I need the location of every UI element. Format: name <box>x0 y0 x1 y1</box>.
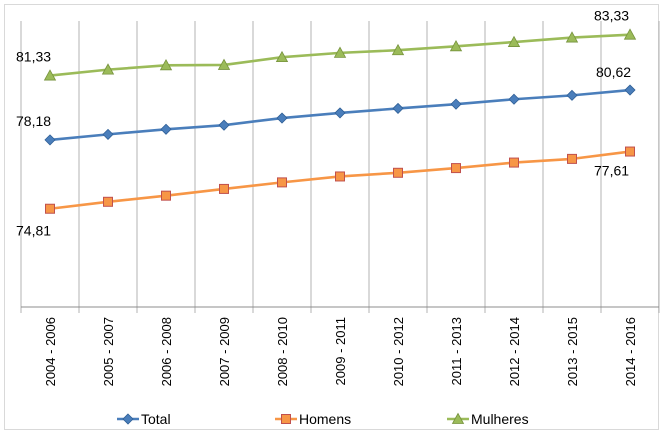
data-point-total <box>276 112 288 124</box>
x-tick-label: 2005 - 2007 <box>101 317 116 386</box>
data-point-homens <box>393 167 403 178</box>
x-tick-label: 2013 - 2015 <box>565 317 580 386</box>
data-label-mulheres: 81,33 <box>16 49 51 65</box>
series-layer <box>43 28 637 214</box>
data-point-homens <box>451 163 461 174</box>
axis-layer: 2004 - 2006 2005 - 2007 2006 - 2008 2007 - … <box>21 306 659 386</box>
data-point-homens <box>625 146 635 157</box>
legend-label: Homens <box>299 411 351 427</box>
x-tick-label: 2009 - 2011 <box>333 317 348 385</box>
data-point-mulheres <box>101 63 115 75</box>
data-point-mulheres <box>623 28 637 40</box>
data-point-homens <box>103 196 113 207</box>
x-tick-label: 2014 - 2016 <box>623 317 638 386</box>
data-point-total <box>218 119 230 131</box>
data-point-homens <box>161 190 171 201</box>
legend-item-mulheres: Mulheres <box>447 411 529 427</box>
data-point-mulheres <box>43 69 57 81</box>
legend-marker-mulheres <box>451 412 465 424</box>
data-point-mulheres <box>507 35 521 47</box>
legend-label: Mulheres <box>471 411 529 427</box>
data-label-homens: 74,81 <box>16 223 51 239</box>
data-point-mulheres <box>159 58 173 71</box>
data-point-total <box>624 84 636 96</box>
data-point-total <box>450 98 462 110</box>
data-point-mulheres <box>565 31 579 43</box>
x-tick-label: 2011 - 2013 <box>449 317 464 385</box>
chart-frame: 2004 - 2006 2005 - 2007 2006 - 2008 2007 - … <box>4 4 660 430</box>
x-tick-label: 2010 - 2012 <box>391 317 406 386</box>
data-point-total <box>44 134 56 146</box>
data-point-total <box>508 93 520 105</box>
x-tick-label: 2004 - 2006 <box>43 317 58 386</box>
data-point-total <box>102 128 114 140</box>
grid-layer <box>20 21 660 313</box>
legend: Total Homens Mulheres <box>117 411 529 427</box>
data-point-homens <box>277 177 287 188</box>
data-point-homens <box>45 203 55 214</box>
data-label-mulheres: 83,33 <box>594 8 629 24</box>
line-chart: 2004 - 2006 2005 - 2007 2006 - 2008 2007 - … <box>16 8 660 427</box>
data-point-homens <box>509 157 519 168</box>
data-point-mulheres <box>333 46 347 58</box>
x-tick-label: 2008 - 2010 <box>275 317 290 386</box>
data-point-mulheres <box>275 50 289 63</box>
legend-label: Total <box>141 411 171 427</box>
x-tick-label: 2012 - 2014 <box>507 317 522 386</box>
x-tick-label: 2006 - 2008 <box>159 317 174 386</box>
data-point-total <box>334 107 346 119</box>
legend-item-total: Total <box>117 411 171 427</box>
legend-marker-homens <box>281 414 291 424</box>
data-label-total: 80,62 <box>596 64 631 80</box>
x-tick-label: 2007 - 2009 <box>217 317 232 386</box>
data-label-homens: 77,61 <box>594 163 629 179</box>
data-point-homens <box>567 153 577 164</box>
data-label-total: 78,18 <box>16 113 51 129</box>
data-point-total <box>566 89 578 101</box>
data-label-layer: 78,18 80,62 74,81 77,61 81,33 83,33 <box>16 8 631 239</box>
data-point-homens <box>335 171 345 182</box>
data-point-total <box>392 102 404 114</box>
legend-marker-total <box>122 413 134 425</box>
data-point-mulheres <box>391 43 405 56</box>
data-point-mulheres <box>449 40 463 52</box>
data-point-mulheres <box>217 58 231 70</box>
data-point-total <box>160 123 172 135</box>
legend-item-homens: Homens <box>275 411 351 427</box>
data-point-homens <box>219 183 229 194</box>
